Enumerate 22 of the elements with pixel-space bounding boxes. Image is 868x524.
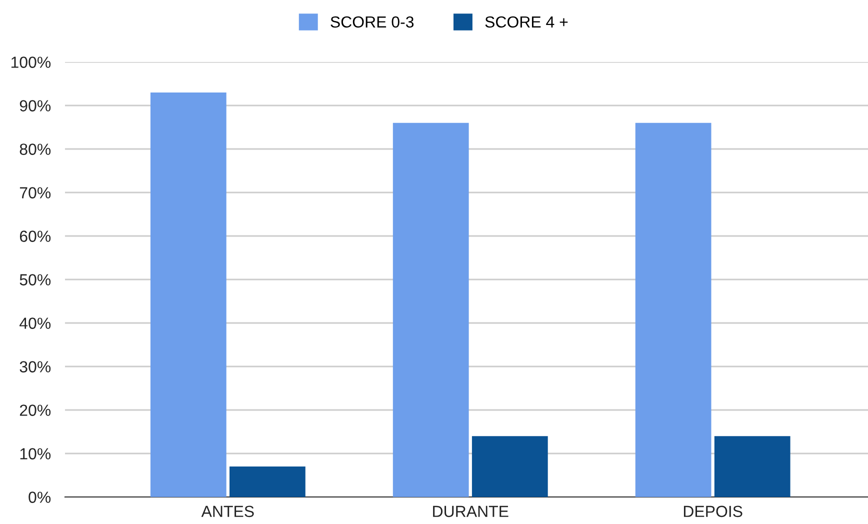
y-tick-label: 20% [20, 404, 51, 416]
bar [230, 466, 306, 497]
y-tick-label: 100% [11, 56, 51, 68]
legend-label: SCORE 4 + [485, 16, 568, 28]
bar [472, 436, 548, 497]
y-tick-label: 10% [20, 448, 51, 460]
y-tick-label: 0% [28, 492, 51, 503]
y-tick-label: 50% [20, 274, 51, 286]
bar [635, 122, 712, 497]
y-tick-label: 40% [20, 318, 51, 329]
bar [150, 92, 226, 497]
x-tick-label: DURANTE [433, 506, 508, 518]
bar [392, 122, 469, 497]
y-tick-label: 70% [20, 187, 51, 198]
y-tick-label: 60% [20, 230, 51, 242]
x-tick-label: ANTES [201, 506, 254, 518]
x-tick-label: DEPOIS [684, 506, 742, 518]
bar [714, 436, 790, 497]
y-tick-label: 90% [20, 100, 51, 112]
legend-label: SCORE 0-3 [330, 16, 414, 28]
y-tick-label: 30% [20, 361, 51, 372]
y-tick-label: 80% [20, 144, 51, 155]
